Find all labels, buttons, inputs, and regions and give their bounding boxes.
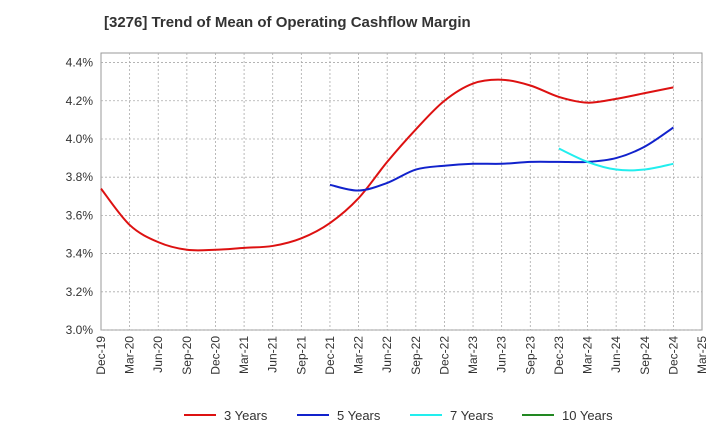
legend-label-5-years: 5 Years bbox=[337, 408, 381, 423]
legend-label-10-years: 10 Years bbox=[562, 408, 613, 423]
x-tick-label: Dec-23 bbox=[552, 336, 566, 375]
legend: 3 Years 5 Years 7 Years 10 Years bbox=[184, 408, 613, 423]
x-tick-label: Dec-24 bbox=[666, 336, 680, 375]
chart-title: [3276] Trend of Mean of Operating Cashfl… bbox=[104, 14, 471, 31]
y-tick-label: 3.8% bbox=[66, 170, 94, 184]
x-tick-label: Jun-20 bbox=[151, 336, 165, 373]
x-tick-label: Mar-23 bbox=[466, 336, 480, 374]
x-tick-label: Sep-24 bbox=[638, 336, 652, 375]
series-line-5-years bbox=[329, 126, 674, 192]
x-tick-label: Mar-22 bbox=[352, 336, 366, 374]
x-tick-label: Mar-20 bbox=[123, 336, 137, 374]
x-tick-label: Jun-24 bbox=[609, 336, 623, 373]
series-line-7-years bbox=[558, 147, 674, 172]
grid-layer bbox=[100, 52, 703, 331]
x-tick-label: Dec-21 bbox=[323, 336, 337, 375]
y-tick-label: 4.2% bbox=[66, 94, 94, 108]
x-tick-label: Jun-22 bbox=[380, 336, 394, 373]
axis-layer: 3.0% 3.2% 3.4% 3.6% 3.8% 4.0% 4.2% 4.4% Dec-19 Ma… bbox=[66, 56, 709, 375]
x-tick-label: Mar-25 bbox=[695, 336, 709, 374]
x-tick-label: Mar-24 bbox=[581, 336, 595, 374]
x-tick-label: Mar-21 bbox=[237, 336, 251, 374]
x-tick-label: Jun-21 bbox=[266, 336, 280, 373]
x-tick-label: Dec-19 bbox=[94, 336, 108, 375]
y-tick-label: 3.0% bbox=[66, 323, 94, 337]
x-tick-label: Dec-22 bbox=[437, 336, 451, 375]
x-tick-label: Sep-23 bbox=[523, 336, 537, 375]
y-tick-label: 3.2% bbox=[66, 285, 94, 299]
legend-label-7-years: 7 Years bbox=[450, 408, 494, 423]
series-layer bbox=[100, 78, 674, 252]
x-tick-label: Jun-23 bbox=[495, 336, 509, 373]
series-line-3-years bbox=[100, 78, 674, 252]
x-tick-label: Dec-20 bbox=[208, 336, 222, 375]
y-tick-label: 4.0% bbox=[66, 132, 94, 146]
legend-label-3-years: 3 Years bbox=[224, 408, 268, 423]
y-tick-label: 4.4% bbox=[66, 56, 94, 70]
y-tick-label: 3.6% bbox=[66, 208, 94, 222]
x-tick-label: Sep-22 bbox=[409, 336, 423, 375]
x-tick-label: Sep-21 bbox=[294, 336, 308, 375]
plot-area bbox=[100, 52, 703, 331]
x-tick-label: Sep-20 bbox=[180, 336, 194, 375]
y-tick-label: 3.4% bbox=[66, 247, 94, 261]
